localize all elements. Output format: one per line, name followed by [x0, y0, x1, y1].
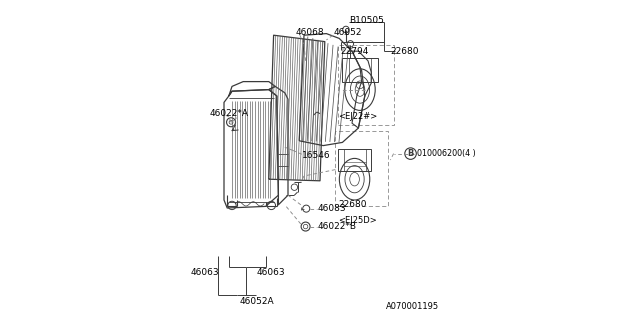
Text: <EJ25D>: <EJ25D>: [339, 216, 378, 225]
Text: 46022*B: 46022*B: [317, 222, 356, 231]
Text: 22680: 22680: [390, 47, 419, 56]
Text: 46052: 46052: [334, 28, 362, 36]
Text: 46083: 46083: [317, 204, 346, 212]
Text: 16546: 16546: [302, 151, 330, 160]
Text: B: B: [408, 149, 413, 158]
Text: 46063: 46063: [191, 268, 219, 277]
Text: 010006200(4 ): 010006200(4 ): [417, 149, 476, 158]
Text: 22794: 22794: [340, 47, 369, 56]
Bar: [335, 131, 388, 206]
Text: 46052A: 46052A: [239, 297, 274, 306]
Text: A070001195: A070001195: [386, 302, 439, 311]
Text: 46022*A: 46022*A: [210, 109, 248, 118]
Text: 46063: 46063: [257, 268, 285, 277]
Text: 22680: 22680: [339, 200, 367, 209]
Bar: [338, 45, 394, 125]
Text: 46068: 46068: [296, 28, 324, 36]
Text: <EJ22#>: <EJ22#>: [339, 112, 378, 121]
Text: B10505: B10505: [349, 16, 383, 25]
